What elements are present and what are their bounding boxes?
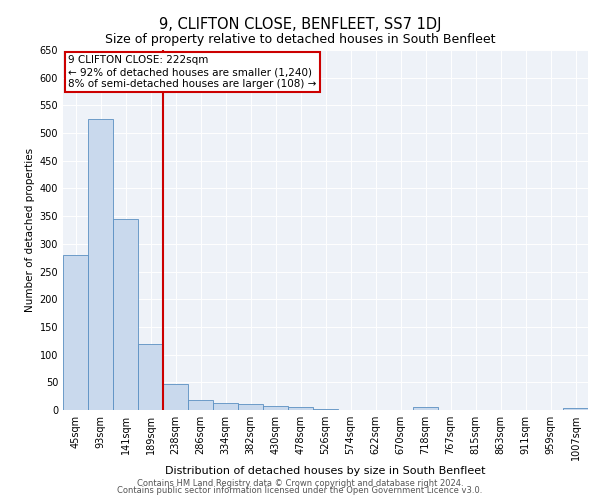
Y-axis label: Number of detached properties: Number of detached properties bbox=[25, 148, 35, 312]
Text: 9 CLIFTON CLOSE: 222sqm
← 92% of detached houses are smaller (1,240)
8% of semi-: 9 CLIFTON CLOSE: 222sqm ← 92% of detache… bbox=[68, 56, 317, 88]
Bar bbox=[313, 409, 338, 410]
Bar bbox=[63, 255, 88, 410]
Bar bbox=[563, 408, 588, 410]
Bar bbox=[213, 403, 238, 410]
Text: Contains HM Land Registry data © Crown copyright and database right 2024.: Contains HM Land Registry data © Crown c… bbox=[137, 478, 463, 488]
Bar bbox=[288, 407, 313, 410]
Text: Contains public sector information licensed under the Open Government Licence v3: Contains public sector information licen… bbox=[118, 486, 482, 495]
Text: 9, CLIFTON CLOSE, BENFLEET, SS7 1DJ: 9, CLIFTON CLOSE, BENFLEET, SS7 1DJ bbox=[159, 18, 441, 32]
Bar bbox=[113, 219, 138, 410]
Bar bbox=[413, 406, 438, 410]
Bar bbox=[138, 344, 163, 410]
Bar bbox=[188, 400, 213, 410]
Text: Size of property relative to detached houses in South Benfleet: Size of property relative to detached ho… bbox=[105, 32, 495, 46]
Bar bbox=[238, 404, 263, 410]
Bar bbox=[263, 406, 288, 410]
Bar bbox=[88, 119, 113, 410]
X-axis label: Distribution of detached houses by size in South Benfleet: Distribution of detached houses by size … bbox=[165, 466, 486, 476]
Bar bbox=[163, 384, 188, 410]
